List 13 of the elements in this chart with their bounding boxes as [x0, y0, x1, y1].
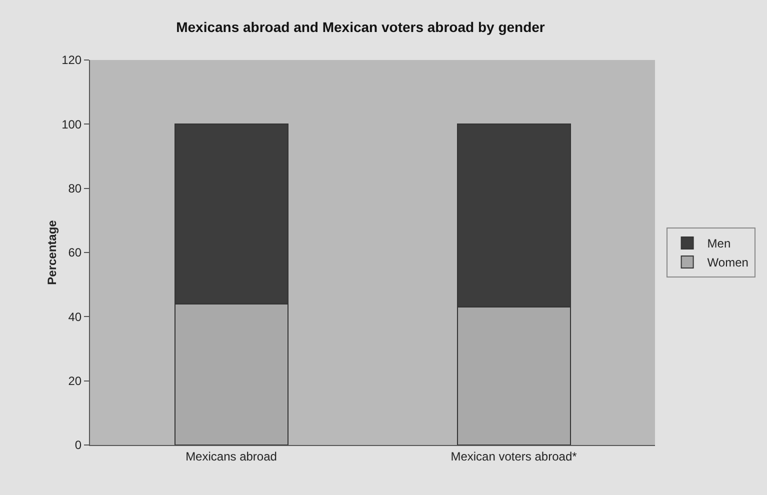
y-axis-title: Percentage: [45, 220, 59, 285]
x-tick-label: Mexican voters abroad*: [450, 449, 578, 464]
legend-label: Men: [707, 236, 731, 251]
legend-label: Women: [707, 256, 748, 270]
chart-title: Mexicans abroad and Mexican voters abroad by gender: [176, 19, 546, 36]
y-tick-label: 80: [68, 182, 82, 196]
x-tick-label: Mexicans abroad: [186, 449, 277, 464]
y-tick-label: 100: [62, 117, 82, 132]
y-tick-label: 20: [68, 374, 82, 388]
y-tick-label: 60: [68, 246, 82, 260]
y-tick-label: 0: [74, 438, 82, 452]
y-tick-label: 40: [68, 310, 82, 324]
y-tick-label: 120: [62, 53, 82, 68]
